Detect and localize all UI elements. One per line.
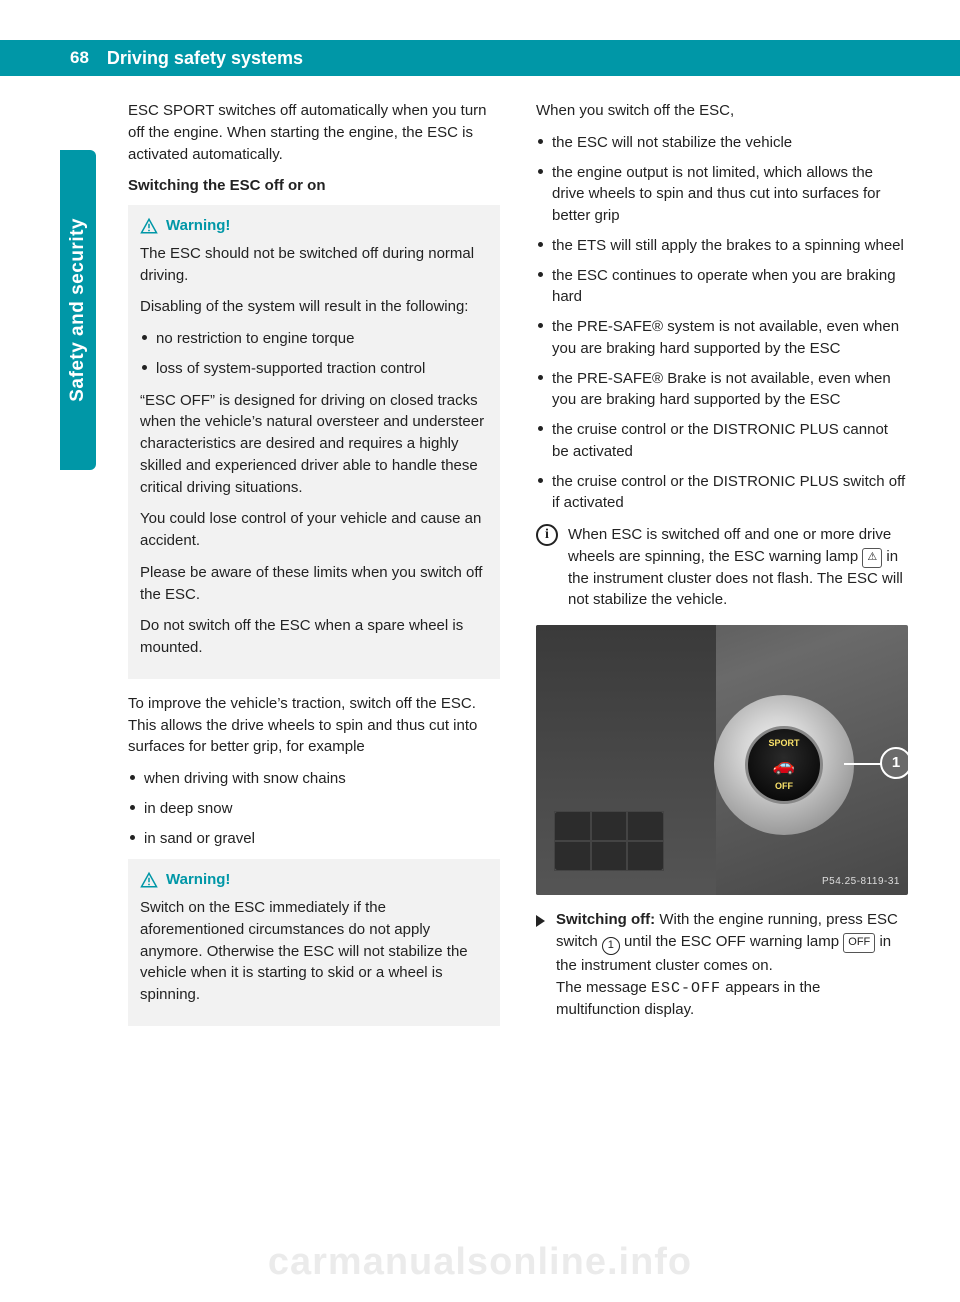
- car-skid-icon: 🚗: [773, 752, 795, 778]
- paragraph: “ESC OFF” is designed for driving on clo…: [140, 390, 488, 499]
- step-body: Switching off: With the engine running, …: [556, 909, 908, 1021]
- display-message: ESC-OFF: [651, 980, 721, 997]
- list-item: no restriction to engine torque: [140, 328, 488, 350]
- text: When ESC is switched off and one or more…: [568, 526, 891, 565]
- list-item: the PRE-SAFE® Brake is not available, ev…: [536, 368, 908, 412]
- paragraph: When you switch off the ESC,: [536, 100, 908, 122]
- step-marker-icon: [536, 909, 548, 1021]
- list-item: in sand or gravel: [128, 828, 500, 850]
- button-label-top: SPORT: [768, 737, 799, 750]
- paragraph: ESC SPORT switches off automatically whe…: [128, 100, 500, 165]
- list-item: the PRE-SAFE® system is not available, e…: [536, 316, 908, 360]
- list-item: the engine output is not limited, which …: [536, 162, 908, 227]
- list-item: when driving with snow chains: [128, 768, 500, 790]
- warning-triangle-icon: [140, 871, 158, 889]
- warning-heading: Warning!: [140, 869, 488, 891]
- paragraph: Please be aware of these limits when you…: [140, 562, 488, 606]
- bullet-list: the ESC will not stabilize the vehicle t…: [536, 132, 908, 514]
- figure-reference: P54.25-8119-31: [822, 875, 900, 890]
- text: until the ESC OFF warning lamp: [624, 933, 843, 950]
- list-item: loss of system-supported traction contro…: [140, 358, 488, 380]
- info-note: i When ESC is switched off and one or mo…: [536, 524, 908, 611]
- ref-circle-1: 1: [602, 937, 620, 955]
- list-item: the ESC will not stabilize the vehicle: [536, 132, 908, 154]
- paragraph: Do not switch off the ESC when a spare w…: [140, 615, 488, 659]
- header-title: Driving safety systems: [107, 48, 303, 69]
- warning-title: Warning!: [166, 869, 230, 891]
- info-text: When ESC is switched off and one or more…: [568, 524, 908, 611]
- esc-warning-lamp-icon: ⚠: [862, 548, 882, 568]
- info-icon: i: [536, 524, 558, 546]
- bullet-list: when driving with snow chains in deep sn…: [128, 768, 500, 849]
- esc-off-lamp-icon: OFF: [843, 933, 875, 953]
- console-buttons: [554, 811, 664, 871]
- paragraph: Switch on the ESC immediately if the afo…: [140, 897, 488, 1006]
- esc-switch-figure: SPORT 🚗 OFF 1 P54.25-8119-31: [536, 625, 908, 895]
- chapter-side-tab: Safety and security: [60, 150, 96, 470]
- column-left: ESC SPORT switches off automatically whe…: [128, 100, 500, 1040]
- esc-sport-off-button: SPORT 🚗 OFF: [745, 726, 823, 804]
- warning-title: Warning!: [166, 215, 230, 237]
- list-item: the ESC continues to operate when you ar…: [536, 265, 908, 309]
- content-columns: ESC SPORT switches off automatically whe…: [128, 100, 908, 1040]
- warning-triangle-icon: [140, 217, 158, 235]
- callout-number: 1: [880, 747, 908, 779]
- header-bar: 68 Driving safety systems: [0, 40, 960, 76]
- watermark: carmanualsonline.info: [0, 1241, 960, 1284]
- instruction-step: Switching off: With the engine running, …: [536, 909, 908, 1021]
- warning-heading: Warning!: [140, 215, 488, 237]
- section-heading: Switching the ESC off or on: [128, 175, 500, 197]
- list-item: the cruise control or the DISTRONIC PLUS…: [536, 471, 908, 515]
- warning-box: Warning! The ESC should not be switched …: [128, 205, 500, 679]
- paragraph: You could lose control of your vehicle a…: [140, 508, 488, 552]
- button-label-bottom: OFF: [775, 780, 793, 793]
- paragraph: The ESC should not be switched off durin…: [140, 243, 488, 287]
- bullet-list: no restriction to engine torque loss of …: [140, 328, 488, 380]
- column-right: When you switch off the ESC, the ESC wil…: [536, 100, 908, 1040]
- text: The message: [556, 979, 651, 996]
- list-item: in deep snow: [128, 798, 500, 820]
- paragraph: Disabling of the system will result in t…: [140, 296, 488, 318]
- chapter-label: Safety and security: [67, 218, 89, 402]
- list-item: the ETS will still apply the brakes to a…: [536, 235, 908, 257]
- step-label: Switching off:: [556, 911, 655, 928]
- manual-page: 68 Driving safety systems Safety and sec…: [0, 0, 960, 1302]
- page-number: 68: [0, 48, 107, 68]
- esc-knob: SPORT 🚗 OFF: [714, 695, 854, 835]
- warning-box: Warning! Switch on the ESC immediately i…: [128, 859, 500, 1026]
- list-item: the cruise control or the DISTRONIC PLUS…: [536, 419, 908, 463]
- paragraph: To improve the vehicle’s traction, switc…: [128, 693, 500, 758]
